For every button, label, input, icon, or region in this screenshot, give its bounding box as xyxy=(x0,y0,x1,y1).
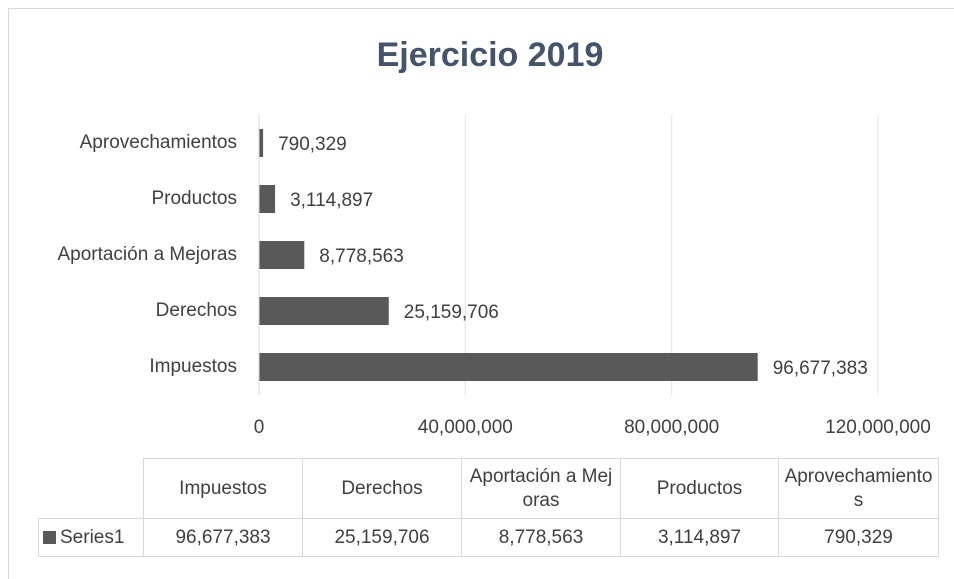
chart-title: Ejercicio 2019 xyxy=(377,36,604,74)
y-tick-label: Aprovechamientos xyxy=(80,132,237,153)
data-label: 8,778,563 xyxy=(319,246,404,267)
x-tick-label: 40,000,000 xyxy=(418,417,513,438)
table-value: 8,778,563 xyxy=(461,518,621,557)
bar xyxy=(259,353,758,381)
table-header: Impuestos xyxy=(143,458,303,519)
table-value: 96,677,383 xyxy=(143,518,303,557)
chart-border xyxy=(8,8,954,579)
y-tick-label: Derechos xyxy=(156,300,237,321)
data-label: 790,329 xyxy=(278,134,347,155)
x-tick-label: 80,000,000 xyxy=(624,417,719,438)
table-value: 3,114,897 xyxy=(620,518,779,557)
legend-swatch xyxy=(43,530,56,544)
bar xyxy=(259,297,389,325)
y-tick-label: Productos xyxy=(151,188,237,209)
bar xyxy=(259,129,264,157)
series-name: Series1 xyxy=(60,526,125,548)
table-header: Aprovechamientos xyxy=(778,458,939,519)
x-tick-label: 120,000,000 xyxy=(825,417,931,438)
series-cell: Series1 xyxy=(38,518,144,557)
table-header: Aportación a Mejoras xyxy=(461,458,621,519)
y-tick-label: Aportación a Mejoras xyxy=(57,244,237,265)
table-header: Derechos xyxy=(302,458,462,519)
x-tick-label: 0 xyxy=(254,417,265,438)
data-table: Impuestos Derechos Aportación a Mejoras Pro… xyxy=(38,458,939,557)
y-tick-label: Impuestos xyxy=(149,356,237,377)
table-value: 25,159,706 xyxy=(302,518,462,557)
data-label: 3,114,897 xyxy=(290,190,373,211)
data-label: 96,677,383 xyxy=(773,358,868,379)
table-value: 790,329 xyxy=(778,518,939,557)
bar xyxy=(259,241,305,269)
data-label: 25,159,706 xyxy=(404,302,499,323)
bar xyxy=(259,185,276,213)
table-header: Productos xyxy=(620,458,779,519)
blank-cell xyxy=(38,458,144,519)
